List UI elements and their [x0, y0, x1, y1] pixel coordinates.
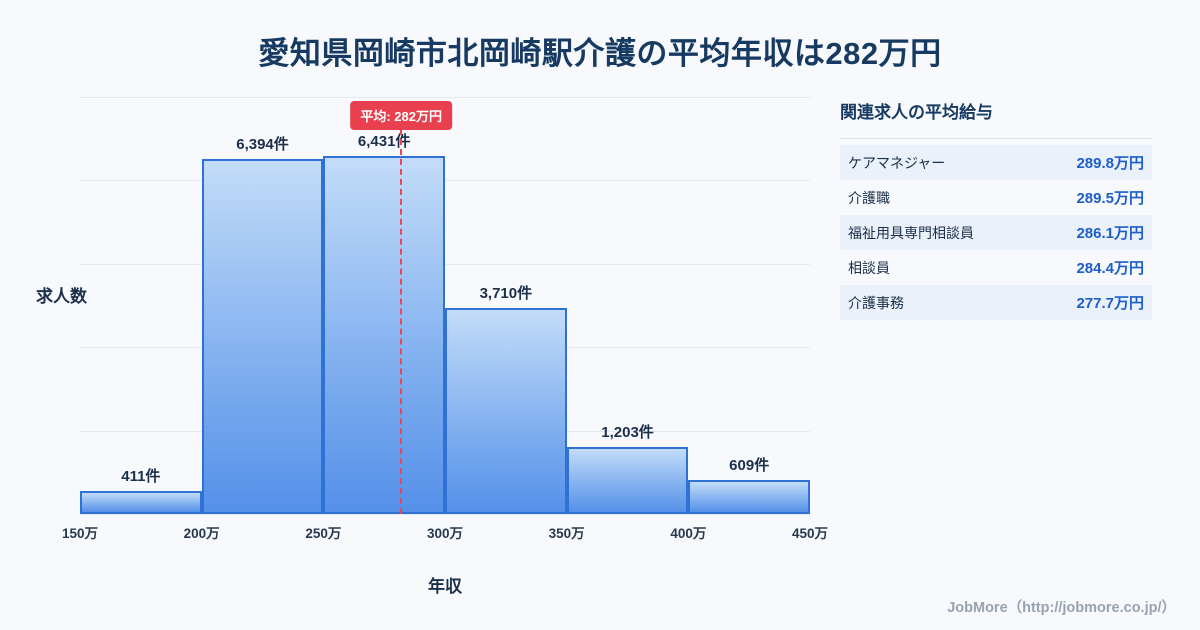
gridline [80, 97, 810, 98]
bar-value-label: 6,431件 [357, 133, 411, 151]
histogram-bars: 411件 6,394件 6,431件 3,710件 1,203件 609件 [80, 97, 811, 514]
bar-value-label: 1,203件 [601, 424, 654, 442]
bar-value-label: 3,710件 [479, 284, 533, 302]
job-salary: 277.7万円 [1076, 295, 1144, 312]
panel-title: 関連求人の平均給与 [840, 103, 993, 122]
histogram-bar [80, 491, 202, 514]
x-tick: 450万 [791, 526, 829, 541]
histogram-bar [323, 156, 446, 514]
x-tick: 250万 [305, 526, 342, 541]
site-credit: JobMore（http://jobmore.co.jp/） [947, 600, 1176, 616]
job-salary: 289.5万円 [1076, 190, 1144, 207]
panel-divider [840, 138, 1152, 139]
panel-row: 相談員 284.4万円 [840, 250, 1152, 285]
histogram-bar-slot: 6,394件 [201, 97, 324, 514]
panel-rows: ケアマネジャー 289.8万円 介護職 289.5万円 福祉用具専門相談員 28… [840, 145, 1152, 320]
bar-value-label: 609件 [729, 457, 770, 475]
job-salary: 286.1万円 [1076, 225, 1144, 242]
x-tick: 350万 [548, 526, 585, 541]
job-title: ケアマネジャー [848, 154, 946, 171]
job-title: 福祉用具専門相談員 [848, 224, 974, 241]
job-salary: 284.4万円 [1076, 260, 1144, 277]
histogram-bar-slot: 411件 [80, 97, 202, 514]
panel-row: 介護職 289.5万円 [840, 180, 1152, 215]
bar-value-label: 6,394件 [236, 135, 289, 153]
page-title: 愛知県岡崎市北岡崎駅介護の平均年収は282万円 [258, 36, 942, 71]
panel-row: ケアマネジャー 289.8万円 [840, 145, 1152, 180]
histogram-bar-slot: 609件 [688, 97, 811, 514]
job-salary: 289.8万円 [1076, 155, 1144, 172]
x-tick: 150万 [61, 526, 99, 541]
histogram-bar-slot: 3,710件 [445, 97, 567, 514]
panel-row: 介護事務 277.7万円 [840, 285, 1152, 320]
histogram-bar-slot: 1,203件 [566, 97, 689, 514]
x-tick: 300万 [426, 526, 464, 541]
x-axis-ticks: 150万 200万 250万 300万 350万 400万 450万 [62, 522, 828, 542]
job-title: 相談員 [848, 259, 890, 276]
bar-value-label: 411件 [121, 468, 161, 486]
average-badge: 平均: 282万円 [350, 101, 453, 130]
gridline [80, 514, 810, 515]
average-line [400, 129, 403, 514]
histogram-bar-slot: 6,431件 [323, 97, 446, 514]
x-tick: 400万 [670, 526, 707, 541]
related-jobs-panel: 関連求人の平均給与 ケアマネジャー 289.8万円 介護職 289.5万円 福祉… [840, 98, 1152, 320]
x-axis-label: 年収 [428, 577, 462, 596]
histogram-bar [201, 158, 324, 514]
panel-row: 福祉用具専門相談員 286.1万円 [840, 215, 1152, 250]
job-title: 介護事務 [848, 294, 904, 311]
x-tick: 200万 [183, 526, 220, 541]
histogram-bar [445, 307, 567, 514]
y-axis-label: 求人数 [36, 287, 87, 306]
histogram-bar [566, 447, 689, 514]
salary-histogram: 411件 6,394件 6,431件 3,710件 1,203件 609件 [80, 97, 811, 515]
histogram-bar [688, 480, 811, 514]
job-title: 介護職 [848, 189, 890, 206]
